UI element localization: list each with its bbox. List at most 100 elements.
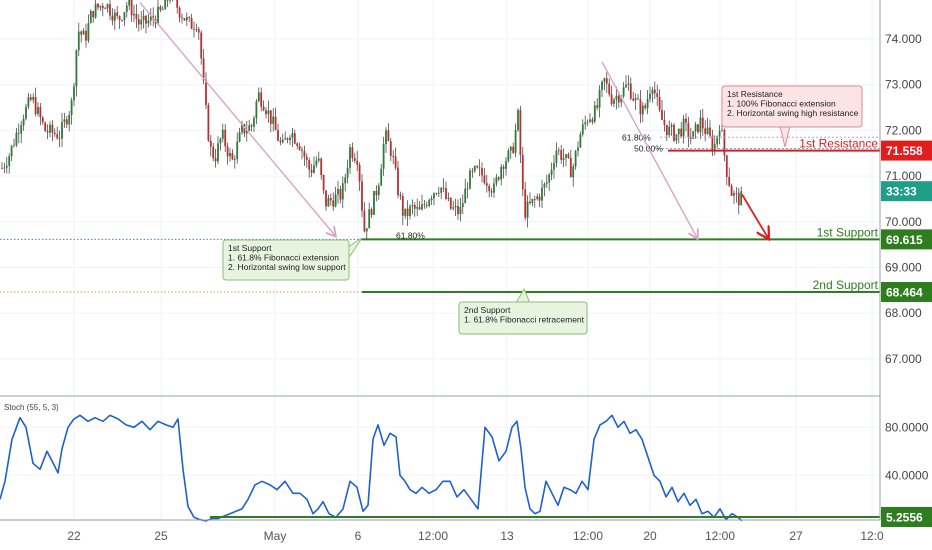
stoch-title: Stoch (55, 5, 3) xyxy=(4,403,59,412)
candle-body xyxy=(718,130,721,137)
candle-body xyxy=(392,156,395,157)
candle-body xyxy=(27,97,30,107)
candle-body xyxy=(145,15,147,24)
candle-body xyxy=(137,19,140,25)
candle-body xyxy=(557,149,560,151)
candle-body xyxy=(200,32,203,59)
candle-body xyxy=(248,125,251,131)
candle-body xyxy=(269,110,272,124)
candle-body xyxy=(44,122,47,132)
support2-name: 2nd Support xyxy=(813,278,879,292)
stoch-y-tick-label: 80.0000 xyxy=(885,420,929,434)
candle-body xyxy=(596,105,599,108)
candle-body xyxy=(183,18,186,21)
support2-note-line: 1. 61.8% Fibonacci retracement xyxy=(464,315,585,325)
y-tick-label: 72.000 xyxy=(885,123,922,137)
y-tick-label: 74.000 xyxy=(885,32,922,46)
candle-body xyxy=(716,136,719,145)
candle-body xyxy=(632,98,635,101)
candle-body xyxy=(231,153,234,160)
stochastic-oscillator: Stoch (55, 5, 3) xyxy=(0,395,880,522)
candle-body xyxy=(569,157,572,178)
x-tick-label: 25 xyxy=(154,529,168,543)
candle-body xyxy=(730,185,733,196)
candle-body xyxy=(339,188,342,200)
candle-body xyxy=(536,196,539,200)
candle-body xyxy=(531,198,534,203)
y-tick-label: 73.000 xyxy=(885,78,922,92)
candle-body xyxy=(418,207,421,210)
candle-body xyxy=(721,129,723,131)
candle-body xyxy=(82,30,85,35)
candle-body xyxy=(10,145,13,157)
resistance-name: 1st Resistance xyxy=(799,137,878,151)
fib-label: 61.80% xyxy=(396,230,425,240)
candle-body xyxy=(394,156,397,168)
candle-body xyxy=(397,167,399,196)
candle-body xyxy=(99,5,102,8)
candle-body xyxy=(303,150,306,157)
candle-body xyxy=(382,144,385,169)
candle-body xyxy=(181,17,183,19)
candle-body xyxy=(159,6,162,10)
countdown-tag-value: 33:33 xyxy=(886,185,917,199)
candle-body xyxy=(673,125,675,141)
candle-body xyxy=(483,175,486,184)
candle-body xyxy=(581,124,584,135)
y-tick-label: 69.000 xyxy=(885,261,922,275)
candle-body xyxy=(634,98,637,101)
candle-body xyxy=(296,143,299,146)
candle-body xyxy=(555,150,558,164)
candle-body xyxy=(274,116,277,131)
candle-body xyxy=(317,158,320,161)
candle-body xyxy=(368,209,371,229)
candle-body xyxy=(521,154,524,190)
candlesticks xyxy=(1,0,743,239)
candle-body xyxy=(728,176,731,186)
candle-body xyxy=(428,199,431,206)
candle-body xyxy=(637,98,639,100)
candle-body xyxy=(685,118,687,123)
candle-body xyxy=(725,155,728,177)
candle-body xyxy=(713,144,716,151)
candle-body xyxy=(514,130,517,153)
candle-body xyxy=(133,13,135,16)
stoch-value-tag-value: 5.2556 xyxy=(886,511,923,525)
candle-body xyxy=(457,206,459,215)
candle-body xyxy=(613,99,615,104)
candle-body xyxy=(3,167,6,169)
candle-body xyxy=(77,31,80,51)
candle-body xyxy=(409,206,411,217)
candle-body xyxy=(113,12,116,21)
support1-tag xyxy=(881,229,932,250)
support1-tag-value: 69.615 xyxy=(886,233,923,247)
candle-body xyxy=(39,107,42,118)
candle-body xyxy=(447,197,450,199)
candle-body xyxy=(641,105,644,115)
x-tick-label: 27 xyxy=(789,529,803,543)
candle-body xyxy=(365,228,368,232)
candle-body xyxy=(435,193,438,195)
x-tick-label: May xyxy=(264,529,287,543)
candle-body xyxy=(653,89,656,94)
candle-body xyxy=(373,190,375,215)
x-tick-label: 12:00 xyxy=(418,529,448,543)
candle-body xyxy=(562,157,565,160)
candle-body xyxy=(495,177,498,184)
candle-body xyxy=(598,89,601,108)
candle-body xyxy=(8,156,11,166)
candle-body xyxy=(32,96,35,100)
candle-body xyxy=(279,140,282,143)
candle-body xyxy=(221,129,224,139)
candle-body xyxy=(161,9,164,11)
candle-body xyxy=(416,207,419,209)
stoch-y-tick-label: 40.0000 xyxy=(885,468,929,482)
candle-body xyxy=(265,110,267,115)
candle-body xyxy=(61,122,63,139)
candle-body xyxy=(176,0,179,8)
candle-body xyxy=(473,166,476,172)
candle-body xyxy=(15,132,18,146)
candle-body xyxy=(401,196,404,216)
